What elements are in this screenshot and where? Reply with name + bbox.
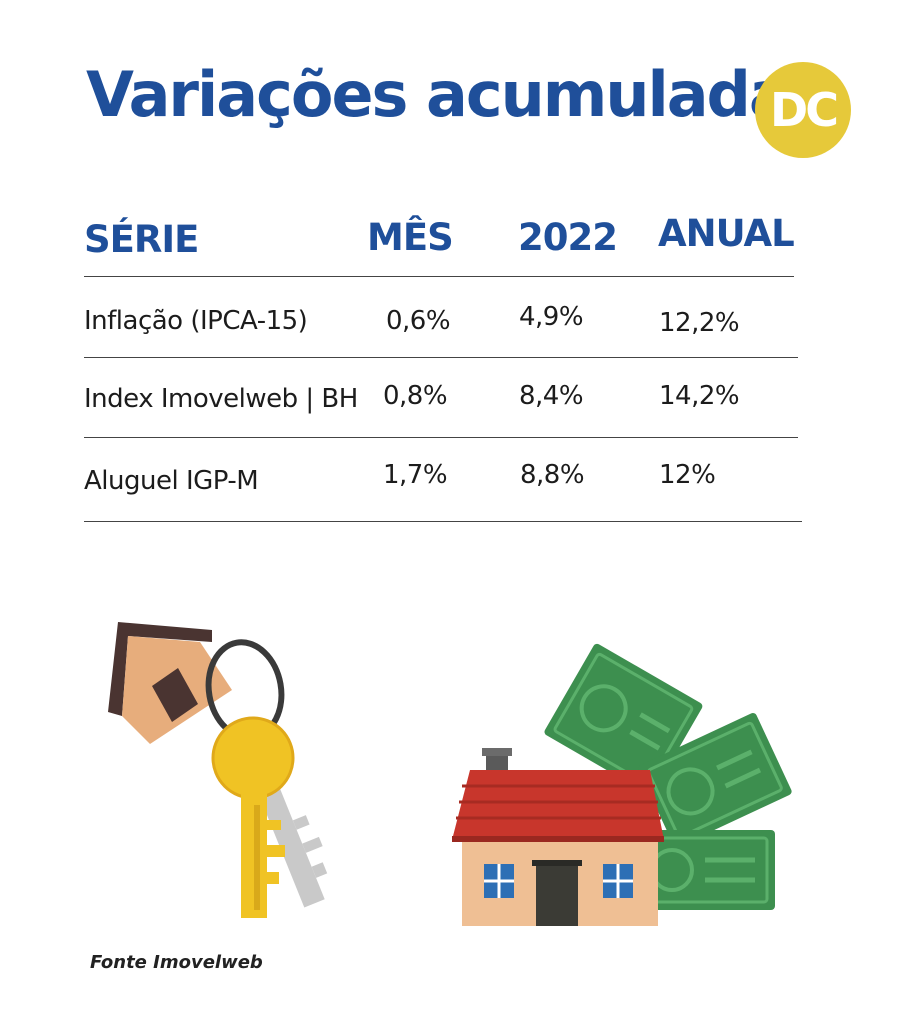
cell-anual: 12,2%: [659, 308, 740, 338]
cell-2022: 4,9%: [519, 302, 584, 332]
cell-serie: Aluguel IGP-M: [84, 466, 259, 496]
cell-serie: Index Imovelweb | BH: [84, 384, 358, 414]
dc-logo: DC: [755, 62, 851, 158]
column-header-mes: MÊS: [367, 216, 454, 259]
illustrations: [108, 622, 792, 926]
cell-2022: 8,8%: [520, 460, 585, 490]
source-note: Fonte Imovelweb: [90, 952, 263, 973]
cell-2022: 8,4%: [519, 381, 584, 411]
house-with-money-icon: [452, 643, 792, 926]
row-divider: [84, 357, 798, 358]
column-header-serie: SÉRIE: [84, 218, 199, 261]
cell-mes: 0,8%: [383, 381, 448, 411]
cell-mes: 1,7%: [383, 460, 448, 490]
page-title: Variações acumuladas: [86, 58, 826, 131]
cell-mes: 0,6%: [386, 306, 451, 336]
row-divider: [84, 437, 798, 438]
column-header-anual: ANUAL: [658, 212, 795, 255]
house-keychain-icon: [108, 622, 328, 918]
dc-logo-text: DC: [770, 83, 839, 137]
cell-anual: 14,2%: [659, 381, 740, 411]
header-divider: [84, 276, 794, 277]
column-header-2022: 2022: [518, 216, 618, 259]
table-bottom-rule: [84, 521, 802, 522]
cell-anual: 12%: [659, 460, 716, 490]
cell-serie: Inflação (IPCA-15): [84, 306, 308, 336]
